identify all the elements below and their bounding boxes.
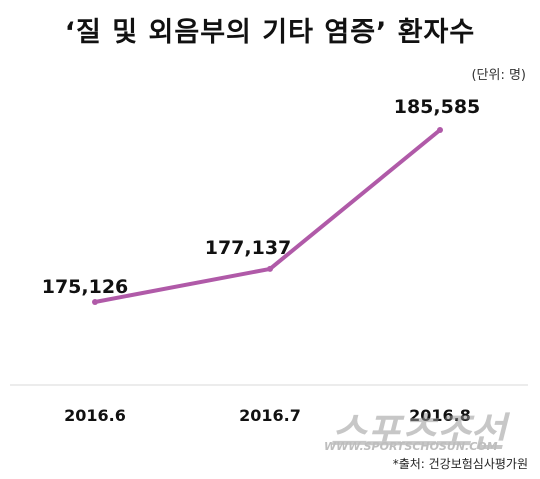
data-label: 177,137 [205, 237, 292, 259]
x-tick-label: 2016.6 [64, 406, 126, 425]
data-label: 185,585 [394, 96, 481, 118]
series-line [93, 128, 442, 304]
x-tick-label: 2016.7 [239, 406, 301, 425]
x-tick-label: 2016.8 [409, 406, 471, 425]
watermark-logo: 스포츠조선 WWW.SPORTSCHOSUN.COM [324, 410, 506, 456]
data-label: 175,126 [42, 276, 129, 298]
source-note: *출처: 건강보험심사평가원 [392, 457, 528, 471]
chart-title: ‘질 및 외음부의 기타 염증’ 환자수 [64, 17, 476, 48]
data-point [437, 127, 443, 133]
unit-label: (단위: 명) [471, 68, 526, 83]
data-point [267, 265, 273, 272]
data-point [92, 299, 98, 305]
